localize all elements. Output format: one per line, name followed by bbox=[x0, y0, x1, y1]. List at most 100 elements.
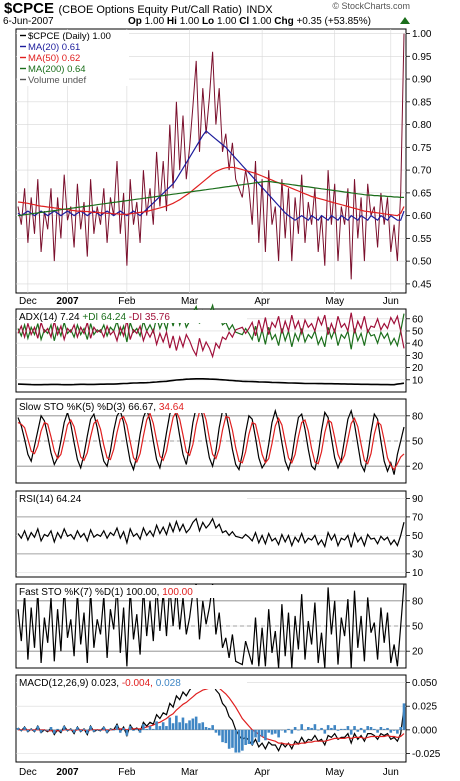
histogram-bar bbox=[349, 729, 353, 735]
histogram-bar bbox=[85, 729, 89, 734]
y-tick-label: 10 bbox=[412, 568, 424, 579]
y-tick-label: 0.60 bbox=[412, 211, 432, 222]
quote-part: 1.00 bbox=[145, 16, 167, 27]
y-tick-label: 10 bbox=[412, 375, 424, 386]
histogram-bar bbox=[287, 728, 290, 730]
legend-entry: MA(20) 0.61 bbox=[28, 42, 80, 53]
histogram-bar bbox=[356, 729, 360, 732]
legend-rsi: RSI(14) 64.24 bbox=[19, 494, 82, 505]
y-tick-label: 50 bbox=[412, 531, 424, 542]
histogram-bar bbox=[353, 726, 356, 730]
histogram-bar bbox=[115, 725, 119, 730]
histogram-bar bbox=[346, 726, 350, 730]
histogram-bar bbox=[363, 729, 366, 733]
y-tick-label: 60 bbox=[412, 314, 424, 325]
y-tick-label: 0.50 bbox=[412, 257, 432, 268]
histogram-bar bbox=[379, 727, 383, 730]
histogram-bar bbox=[56, 728, 59, 730]
histogram-bar bbox=[293, 727, 297, 730]
legend-entry: RSI(14) 64.24 bbox=[19, 494, 82, 505]
y-tick-label: 1.00 bbox=[412, 29, 432, 40]
histogram-bar bbox=[95, 729, 99, 731]
histogram-bar bbox=[260, 729, 264, 737]
histogram-bar bbox=[145, 728, 148, 730]
quote-part: 1.00 bbox=[180, 16, 202, 27]
histogram-bar bbox=[270, 729, 274, 735]
histogram-bar bbox=[148, 726, 152, 730]
histogram-bar bbox=[250, 729, 254, 745]
x-tick-label: Dec bbox=[19, 767, 37, 778]
histogram-bar bbox=[171, 723, 175, 730]
histogram-bar bbox=[112, 729, 115, 731]
histogram-bar bbox=[208, 727, 211, 730]
y-tick-label: 80 bbox=[412, 411, 424, 422]
histogram-bar bbox=[316, 729, 320, 731]
histogram-bar bbox=[16, 727, 20, 730]
histogram-bar bbox=[178, 722, 181, 730]
y-tick-label: 50 bbox=[412, 326, 424, 337]
histogram-bar bbox=[151, 728, 155, 730]
legend-entry: MA(50) 0.62 bbox=[28, 53, 80, 64]
histogram-bar bbox=[359, 727, 363, 730]
histogram-bar bbox=[254, 729, 257, 738]
legend-entry: 0.028 bbox=[156, 678, 181, 689]
histogram-bar bbox=[26, 729, 30, 732]
x-tick-label: Mar bbox=[181, 767, 199, 778]
y-tick-label: 0.75 bbox=[412, 143, 432, 154]
quote-part: +0.35 (+53.85%) bbox=[296, 16, 371, 27]
histogram-bar bbox=[214, 729, 218, 733]
histogram-bar bbox=[198, 723, 201, 730]
y-tick-label: 90 bbox=[412, 494, 424, 505]
y-tick-label: 80 bbox=[412, 596, 424, 607]
y-tick-label: 30 bbox=[412, 351, 424, 362]
x-tick-label: 2007 bbox=[56, 767, 79, 778]
histogram-bar bbox=[297, 729, 300, 731]
panel-rsi bbox=[15, 490, 407, 578]
quote-part: 1.00 bbox=[252, 16, 274, 27]
legend-fast_sto: Fast STO %K(7) %D(1) 100.00, 100.00 bbox=[19, 587, 193, 598]
histogram-bar bbox=[138, 729, 142, 733]
y-tick-label: 0.050 bbox=[412, 678, 437, 689]
histogram-bar bbox=[52, 729, 56, 734]
legend-entry: ADX(14) 7.24 bbox=[19, 312, 82, 323]
series-rsi bbox=[17, 517, 405, 549]
histogram-bar bbox=[125, 729, 129, 736]
series-stoch_k bbox=[17, 402, 405, 475]
histogram-bar bbox=[399, 727, 403, 730]
histogram-bar bbox=[330, 727, 333, 730]
symbol: $CPCE bbox=[4, 0, 55, 17]
histogram-bar bbox=[184, 723, 188, 730]
histogram-bar bbox=[283, 729, 287, 733]
legend-entry: MA(200) 0.64 bbox=[28, 64, 86, 75]
histogram-bar bbox=[92, 729, 96, 732]
histogram-bar bbox=[39, 729, 43, 733]
x-tick-label: May bbox=[325, 296, 344, 307]
series-stoch_d bbox=[17, 409, 405, 471]
histogram-bar bbox=[23, 727, 26, 730]
symbol-name: (CBOE Options Equity Put/Call Ratio) bbox=[58, 4, 242, 16]
histogram-bar bbox=[181, 717, 185, 730]
x-tick-label: 2007 bbox=[56, 296, 79, 307]
histogram-bar bbox=[231, 729, 234, 748]
histogram-bar bbox=[224, 729, 228, 744]
legend-box bbox=[17, 492, 247, 505]
histogram-bar bbox=[333, 725, 337, 730]
legend-entry: -0.004, bbox=[122, 678, 156, 689]
histogram-bar bbox=[280, 729, 284, 731]
histogram-bar bbox=[313, 724, 317, 730]
histogram-bar bbox=[323, 729, 327, 734]
x-tick-label: Feb bbox=[118, 767, 136, 778]
histogram-bar bbox=[72, 729, 76, 733]
histogram-bar bbox=[376, 729, 379, 733]
x-tick-label: Mar bbox=[181, 296, 199, 307]
legend-box bbox=[17, 400, 247, 413]
histogram-bar bbox=[277, 729, 280, 738]
histogram-bar bbox=[326, 725, 330, 730]
histogram-bar bbox=[168, 717, 172, 730]
histogram-bar bbox=[320, 727, 323, 730]
quote-line: Op 1.00 Hi 1.00 Lo 1.00 Cl 1.00 Chg +0.3… bbox=[128, 16, 371, 27]
quote-part: 1.00 bbox=[217, 16, 239, 27]
histogram-bar bbox=[382, 728, 386, 730]
quote-part: Lo bbox=[202, 16, 217, 27]
